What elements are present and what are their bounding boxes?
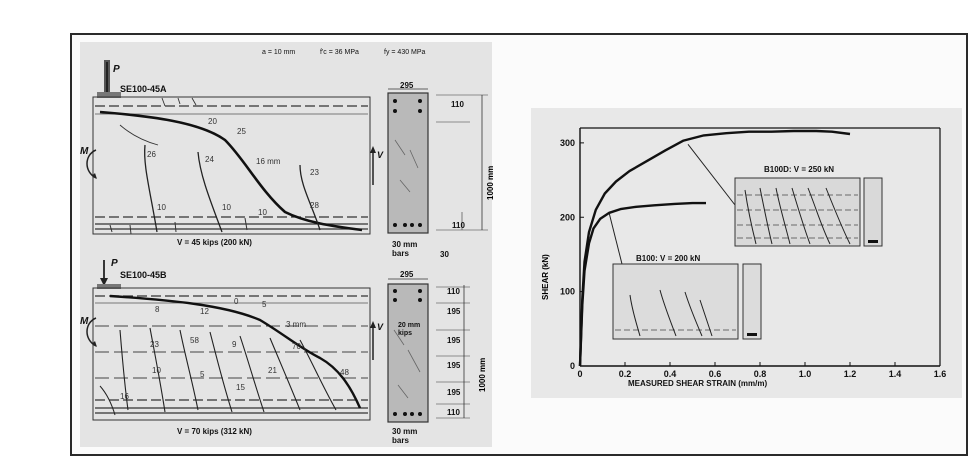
- crack-note: 21: [268, 366, 277, 375]
- crack-note: 10: [157, 203, 166, 212]
- crack-note: 24: [205, 155, 214, 164]
- crack-note: 9: [232, 340, 237, 349]
- crack-note: 5: [262, 300, 267, 309]
- crack-note: 10: [152, 366, 161, 375]
- crack-note: 26: [147, 150, 156, 159]
- beam-a-moment-symbol: M: [80, 146, 89, 157]
- crack-note: 10: [258, 208, 267, 217]
- section-a-side-dim: 30: [440, 250, 449, 259]
- x-tick-label: 1.6: [934, 369, 947, 379]
- leader-line-b100: [608, 213, 623, 265]
- y-tick-label: 100: [560, 287, 575, 297]
- beam-b-moment-symbol: M: [80, 316, 89, 327]
- y-tick-label: 300: [560, 138, 575, 148]
- crack-note: 48: [340, 368, 349, 377]
- section-b-bars: 30 mm bars: [392, 427, 418, 445]
- beam-a-caption: V = 45 kips (200 kN): [177, 238, 252, 247]
- crack-note: 5: [200, 370, 205, 379]
- dimension-a: a = 10 mm: [262, 49, 296, 56]
- x-tick-label: 0.6: [709, 369, 722, 379]
- beam-b-load-symbol: P: [111, 258, 118, 269]
- inset-b100-label: B100: V = 200 kN: [636, 254, 701, 263]
- crack-note: 28: [310, 201, 319, 210]
- x-tick-label: 1.2: [844, 369, 857, 379]
- x-tick-label: 1.4: [889, 369, 902, 379]
- beam-b-caption: V = 70 kips (312 kN): [177, 427, 252, 436]
- crack-note: 23: [310, 168, 319, 177]
- section-b-inner-label: 20 mm kips: [398, 322, 421, 337]
- section-b-dim: 110: [447, 287, 460, 296]
- crack-note: 23: [150, 340, 159, 349]
- section-b-dim: 195: [447, 336, 461, 345]
- beam-b-shear-symbol: V: [377, 322, 384, 332]
- dimension-fc: f'c = 36 MPa: [320, 49, 359, 56]
- x-tick-label: 0.2: [619, 369, 632, 379]
- section-a-width: 295: [400, 81, 414, 90]
- crack-note: 10: [222, 203, 231, 212]
- section-a-bottom-dim: 110: [452, 221, 465, 230]
- section-a-bars: 30 mm bars: [392, 240, 418, 258]
- leader-line-b100d: [687, 144, 736, 206]
- inset-b100d-label: B100D: V = 250 kN: [764, 165, 835, 174]
- beam-b-label: SE100-45B: [120, 270, 167, 280]
- crack-note: 3 mm: [286, 320, 306, 329]
- section-b-dim: 195: [447, 307, 461, 316]
- x-tick-label: 1.0: [799, 369, 812, 379]
- crack-note: 16 mm: [256, 157, 281, 166]
- chart-x-label: MEASURED SHEAR STRAIN (mm/m): [628, 379, 768, 388]
- x-tick-label: 0: [577, 369, 582, 379]
- section-b-dim: 195: [447, 388, 461, 397]
- crack-note: 0: [234, 297, 239, 306]
- series-line-1: [578, 129, 851, 367]
- series-line-2: [578, 201, 706, 367]
- crack-note: 15: [236, 383, 245, 392]
- x-tick-label: 0.4: [664, 369, 677, 379]
- beam-a-load-symbol: P: [113, 64, 120, 75]
- crack-note: 16: [120, 392, 129, 401]
- y-tick-label: 0: [570, 361, 575, 371]
- section-b-dim: 195: [447, 361, 461, 370]
- beam-a-shear-symbol: V: [377, 150, 384, 160]
- section-b-dim: 110: [447, 408, 460, 417]
- x-tick-label: 0.8: [754, 369, 767, 379]
- shear-chart-panel: [531, 108, 962, 398]
- crack-note: 8: [155, 305, 160, 314]
- section-a-top-dim: 110: [451, 100, 464, 109]
- crack-note: 70: [292, 342, 301, 351]
- y-tick-label: 200: [560, 212, 575, 222]
- crack-note: 12: [200, 307, 209, 316]
- beam-a-label: SE100-45A: [120, 84, 167, 94]
- crack-note: 20: [208, 117, 217, 126]
- crack-note: 58: [190, 336, 199, 345]
- dimension-fy: fy = 430 MPa: [384, 49, 426, 56]
- crack-note: 25: [237, 127, 246, 136]
- section-b-width: 295: [400, 270, 414, 279]
